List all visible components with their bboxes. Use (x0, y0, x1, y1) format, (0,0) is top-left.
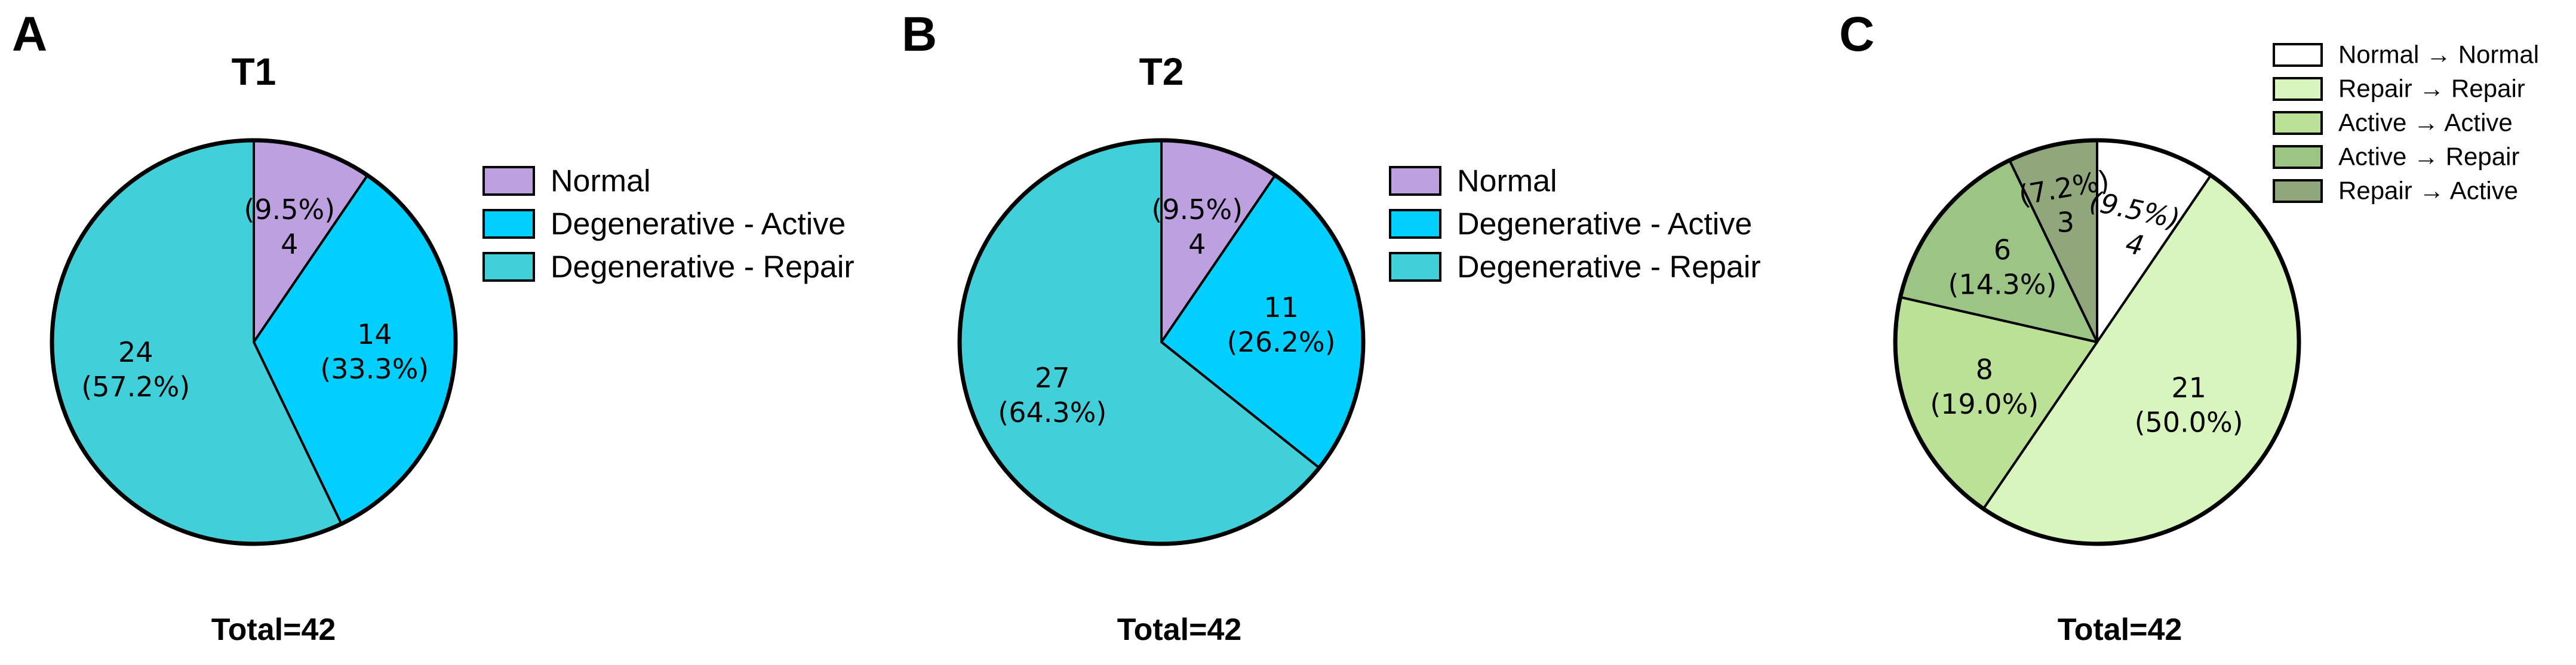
panel-letter-b: B (902, 7, 937, 61)
slice-label-value-normal: 4 (281, 228, 298, 260)
total-label-b: Total=42 (1117, 612, 1242, 647)
slice-label-percent-repair-to-repair: (50.0%) (2135, 407, 2243, 439)
slice-label-percent-active-to-active: (19.0%) (1930, 388, 2039, 420)
pie-chart-t1: (9.5%)4 14(33.3%) 24(57.2%) (50, 138, 458, 546)
pie-chart-t2: (9.5%)4 11(26.2%) 27(64.3%) (957, 138, 1366, 546)
pie-outline (1893, 138, 2301, 546)
panel-letter-a: A (12, 7, 47, 61)
legend-label-degenerative-repair: Degenerative - Repair (551, 250, 854, 284)
slice-label-value-active-to-repair: 6 (1994, 234, 2011, 266)
legend-label-repair-to-active: Repair → Active (2338, 177, 2518, 205)
slice-label-value-degenerative-repair: 27 (1035, 362, 1070, 394)
legend-swatch-degenerative-active (1389, 209, 1441, 239)
legend-label-active-to-repair: Active → Repair (2338, 143, 2519, 171)
legend-swatch-degenerative-active (482, 209, 535, 239)
panel-letter-c: C (1839, 7, 1874, 61)
slice-label-value-repair-to-active: 3 (2057, 206, 2074, 238)
total-label-c: Total=42 (2058, 612, 2182, 647)
slice-label-percent-normal: (9.5%) (244, 193, 335, 226)
chart-title-t1: T1 (232, 50, 276, 93)
slice-label-value-normal: 4 (1188, 228, 1206, 260)
pie-chart-transitions: (9.5%)421(50.0%)8(19.0%)6(14.3%)(7.2%)3 (1893, 138, 2301, 546)
slice-label-value-degenerative-repair: 24 (118, 336, 153, 368)
legend-swatch-normal (482, 166, 535, 196)
total-label-a: Total=42 (211, 612, 336, 647)
legend-swatch-degenerative-repair (482, 252, 535, 282)
slice-label-percent-normal: (9.5%) (1151, 193, 1243, 226)
slice-label-value-degenerative-active: 14 (357, 318, 392, 350)
legend-t2: Normal Degenerative - Active Degenerative … (1389, 164, 1761, 284)
legend-label-normal: Normal (1457, 164, 1557, 198)
pie-outline (50, 138, 458, 546)
slice-label-percent-degenerative-repair: (57.2%) (81, 371, 190, 403)
slice-label-percent-degenerative-active: (33.3%) (320, 353, 429, 385)
slice-label-value-degenerative-active: 11 (1264, 291, 1299, 324)
slice-label-percent-degenerative-active: (26.2%) (1227, 326, 1336, 358)
legend-label-degenerative-active: Degenerative - Active (1457, 207, 1752, 241)
slice-label-percent-degenerative-repair: (64.3%) (998, 396, 1106, 429)
legend-label-normal-to-normal: Normal → Normal (2338, 41, 2539, 69)
slice-label-value-active-to-active: 8 (1976, 353, 1993, 386)
legend-label-repair-to-repair: Repair → Repair (2338, 75, 2525, 103)
legend-swatch-repair-to-active (2273, 179, 2323, 203)
legend-label-degenerative-active: Degenerative - Active (551, 207, 846, 241)
slice-label-value-repair-to-repair: 21 (2171, 372, 2206, 404)
slice-label-percent-active-to-repair: (14.3%) (1948, 269, 2057, 301)
chart-title-t2: T2 (1139, 50, 1184, 93)
legend-label-degenerative-repair: Degenerative - Repair (1457, 250, 1761, 284)
pie-outline (957, 138, 1366, 546)
legend-swatch-normal-to-normal (2273, 43, 2323, 67)
legend-label-active-to-active: Active → Active (2338, 109, 2513, 137)
legend-label-normal: Normal (551, 164, 651, 198)
legend-swatch-normal (1389, 166, 1441, 196)
legend-swatch-active-to-active (2273, 111, 2323, 135)
legend-transitions: Normal → Normal Repair → Repair Active → A… (2273, 41, 2539, 205)
legend-t1: Normal Degenerative - Active Degenerative … (482, 164, 854, 284)
legend-swatch-active-to-repair (2273, 145, 2323, 169)
legend-swatch-degenerative-repair (1389, 252, 1441, 282)
legend-swatch-repair-to-repair (2273, 77, 2323, 101)
